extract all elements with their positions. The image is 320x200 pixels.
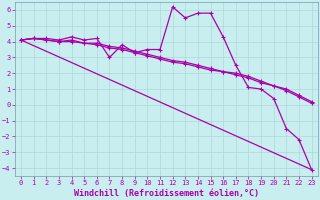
X-axis label: Windchill (Refroidissement éolien,°C): Windchill (Refroidissement éolien,°C)	[74, 189, 259, 198]
